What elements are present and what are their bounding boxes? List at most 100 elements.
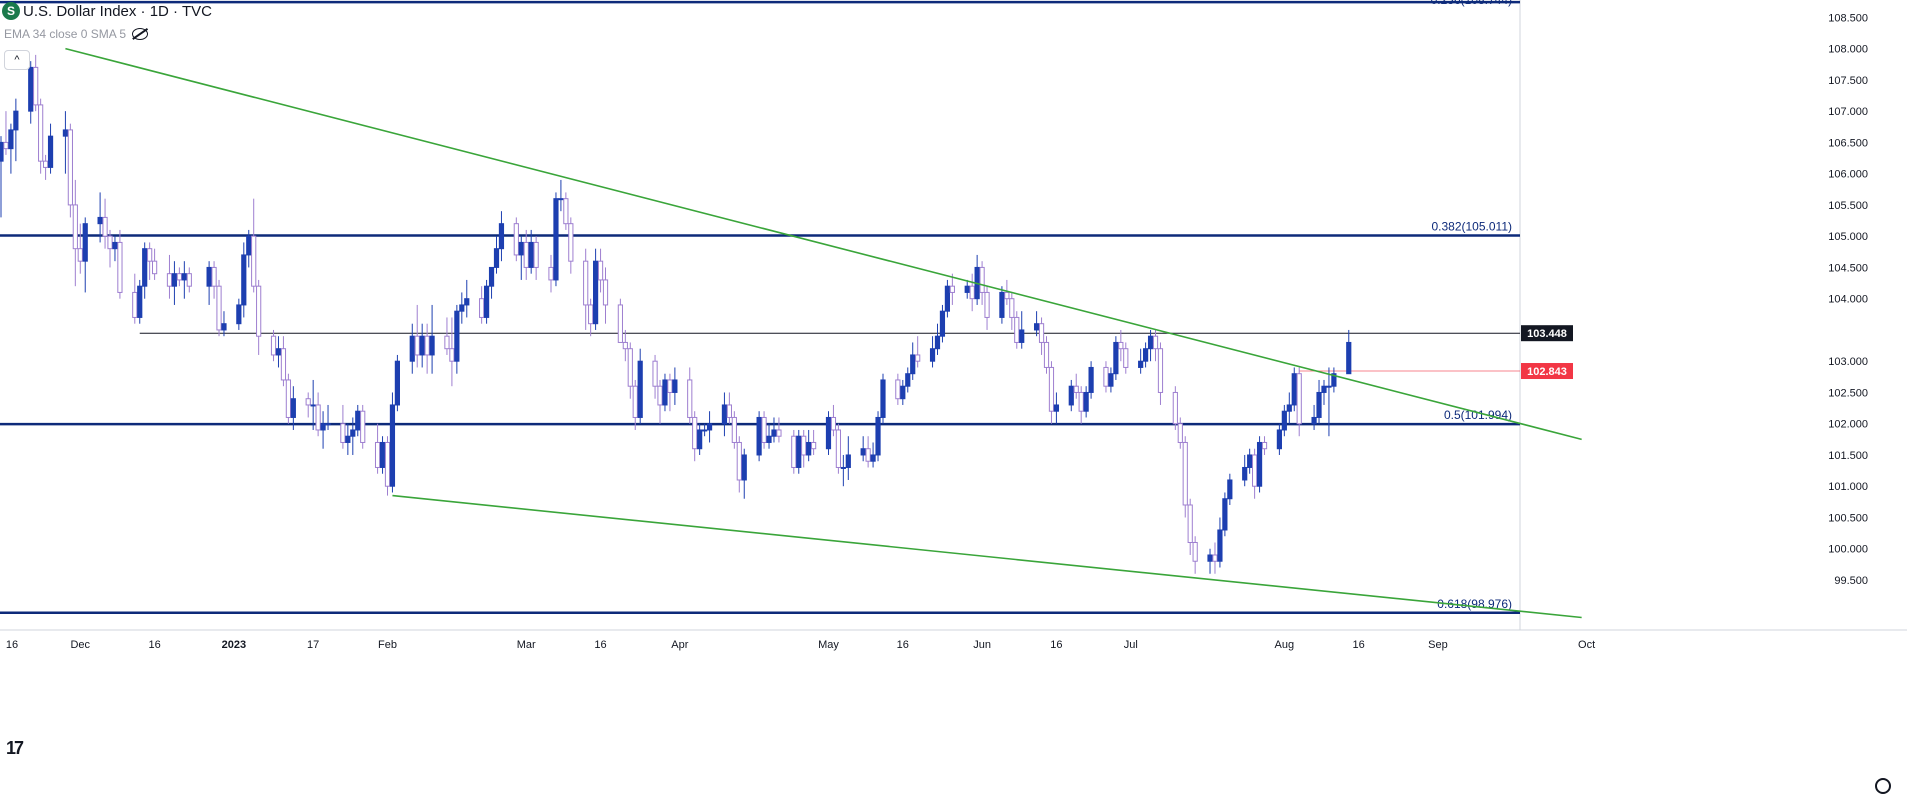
candle <box>186 267 192 293</box>
time-axis[interactable]: 16 Dec 16 2023 17 Feb Mar 16 Apr May 16 Jun 16 Jul Aug… <box>6 639 1595 651</box>
candle <box>0 136 4 218</box>
candle <box>518 236 524 280</box>
candle <box>236 298 242 330</box>
candle <box>1316 379 1322 424</box>
tvc-symbol-icon[interactable]: S <box>2 2 20 20</box>
candle-body <box>617 304 623 343</box>
candle <box>1113 336 1119 380</box>
candle <box>246 229 252 268</box>
candle <box>47 123 54 174</box>
candle <box>1296 367 1302 437</box>
candle-body <box>0 141 4 162</box>
candle <box>176 267 182 287</box>
candle-body <box>1247 454 1253 468</box>
candle <box>360 404 366 449</box>
candle-body <box>1227 479 1233 500</box>
candle <box>1103 361 1109 393</box>
candle-body <box>1118 341 1124 350</box>
candle-body <box>736 441 742 481</box>
candle <box>964 279 970 299</box>
candle <box>483 279 490 324</box>
candle-body <box>1207 554 1213 562</box>
candle-body <box>766 435 772 443</box>
candle <box>1038 317 1045 355</box>
candle-body <box>1038 323 1045 343</box>
candle-body <box>1326 385 1332 388</box>
candle <box>394 354 400 412</box>
candle-body <box>999 291 1005 318</box>
candle <box>498 211 505 262</box>
candle-body <box>285 379 291 418</box>
candle-body <box>692 416 698 450</box>
candle-body <box>315 404 321 431</box>
candle-body <box>1053 404 1060 412</box>
candle <box>1157 342 1164 405</box>
candle <box>910 342 916 380</box>
candle-body <box>360 410 366 443</box>
candle <box>637 348 643 424</box>
candle <box>1152 329 1159 362</box>
candle-body <box>1078 391 1084 412</box>
chevron-up-icon[interactable]: ^ <box>4 50 30 70</box>
candle-body <box>112 241 118 250</box>
candle <box>409 323 415 374</box>
candle-body <box>459 304 465 312</box>
support-trendline[interactable] <box>392 494 1582 619</box>
resistance-trendline[interactable] <box>65 47 1582 441</box>
indicator-label[interactable]: EMA 34 close 0 SMA 5 <box>4 27 127 41</box>
candle <box>152 248 158 280</box>
candle-body <box>1291 373 1297 406</box>
eye-off-icon[interactable] <box>132 28 149 40</box>
last-price-badge-bg <box>1521 325 1573 342</box>
candle <box>726 392 732 424</box>
candle <box>1019 311 1025 349</box>
candle-body <box>1177 423 1183 443</box>
candle <box>662 373 668 412</box>
price-axis[interactable]: 108.500 108.000 107.500 107.000 106.500 106.0… <box>1521 12 1868 587</box>
candle-body <box>275 348 282 356</box>
candle <box>1207 548 1213 574</box>
candle <box>112 236 118 262</box>
candle <box>583 248 589 330</box>
candle-body <box>42 160 49 168</box>
candle-body <box>181 273 187 281</box>
candle <box>1088 361 1094 399</box>
candle <box>142 242 148 299</box>
candle-body <box>721 404 728 425</box>
candle <box>870 442 876 468</box>
candle-body <box>1004 291 1010 300</box>
candle <box>8 123 14 174</box>
fibonacci-levels: 0.236(108.744) 0.382(105.011) 0.5(101.994)… <box>0 0 1520 615</box>
candle <box>132 273 138 324</box>
trendlines[interactable] <box>65 47 1582 619</box>
candle <box>241 242 247 318</box>
candle-body <box>1286 404 1292 412</box>
candle <box>840 454 846 487</box>
candle <box>771 417 777 443</box>
candle <box>1321 379 1327 405</box>
gear-icon[interactable] <box>1875 778 1891 794</box>
candle <box>706 411 713 443</box>
time-tick-label: Feb <box>378 639 397 651</box>
candle-body <box>1143 348 1149 362</box>
candle <box>270 329 277 362</box>
candle <box>533 236 539 280</box>
candle-body <box>791 435 797 468</box>
price-tick-label: 100.000 <box>1828 544 1868 556</box>
candle-body <box>454 310 460 362</box>
candle-body <box>1033 323 1040 331</box>
candle-body <box>915 354 921 362</box>
candle-body <box>236 304 242 325</box>
time-tick-label: 16 <box>148 639 160 651</box>
candle <box>860 436 866 462</box>
candle-body <box>741 454 747 481</box>
candle-body <box>325 423 331 426</box>
candle <box>1004 279 1010 305</box>
candle <box>1138 348 1144 374</box>
last-price-badge: 103.448 <box>1527 328 1567 340</box>
time-tick-label: 16 <box>1050 639 1062 651</box>
candle-body <box>394 360 400 406</box>
candle-body <box>1019 329 1025 343</box>
candle-body <box>102 216 108 237</box>
